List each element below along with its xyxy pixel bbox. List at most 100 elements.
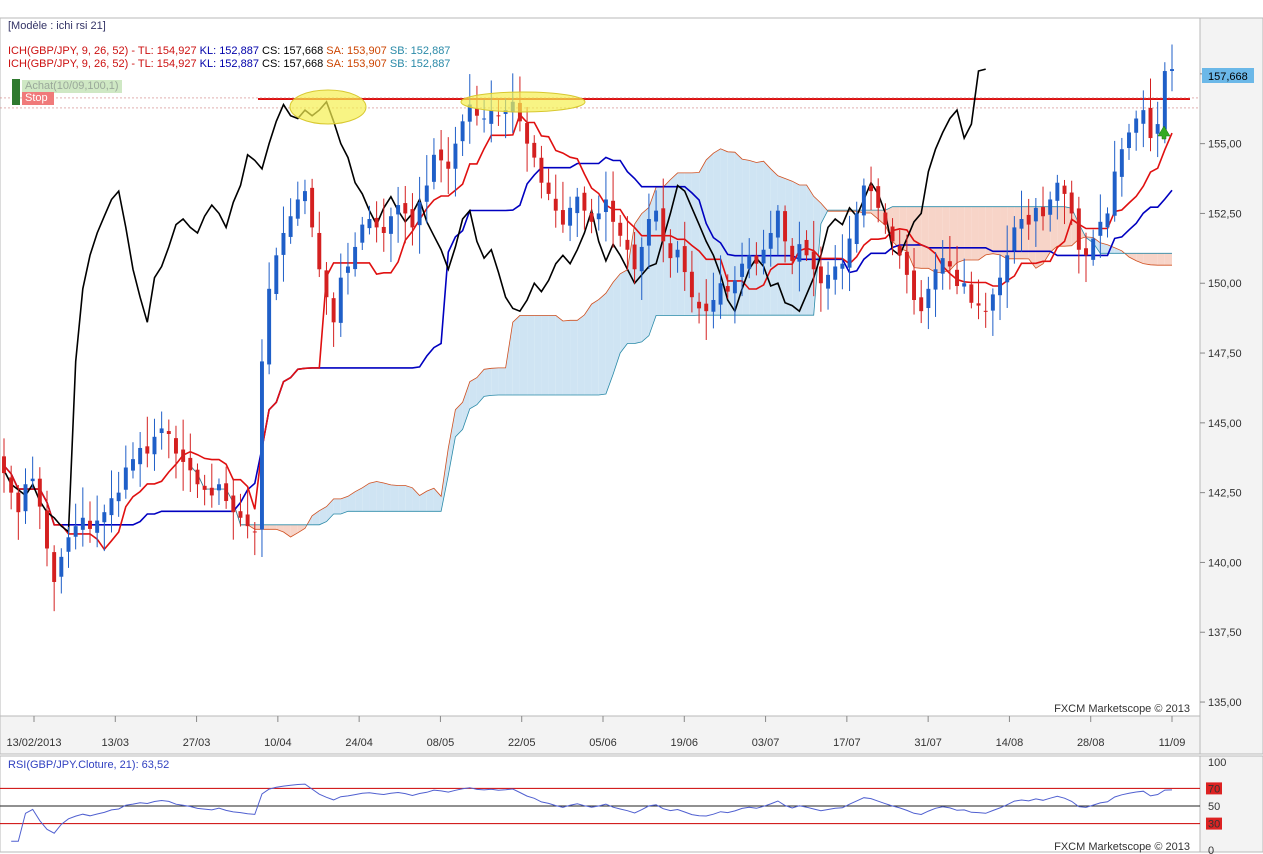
- candle-body: [718, 283, 723, 305]
- candle-body: [603, 199, 608, 213]
- y-axis-tick-label: 145,00: [1208, 418, 1242, 430]
- candle-body: [1019, 219, 1024, 229]
- candle-body: [632, 244, 637, 270]
- candle-body: [560, 210, 565, 225]
- kumo-segment: [942, 206, 950, 273]
- kumo-segment: [1050, 206, 1058, 253]
- tenkan-line: [3, 113, 1173, 551]
- candle-body: [324, 270, 329, 298]
- buy-signal-arrow-icon: [1157, 125, 1171, 140]
- candle-body: [37, 478, 42, 507]
- kumo-segment: [620, 269, 628, 354]
- candle-body: [474, 108, 479, 116]
- kumo-segment: [276, 524, 284, 532]
- y-axis-tick-label: 147,50: [1208, 348, 1242, 360]
- x-axis-tick-label: 13/02/2013: [6, 737, 61, 749]
- candle-body: [818, 266, 823, 284]
- kumo-segment: [648, 187, 657, 336]
- kumo-segment: [1129, 253, 1137, 261]
- candle-body: [453, 143, 458, 169]
- model-label: [Modèle : ichi rsi 21]: [8, 20, 106, 32]
- candle-body: [2, 456, 6, 474]
- kumo-segment: [756, 161, 764, 316]
- candle-body: [861, 185, 866, 216]
- x-axis-tick-label: 19/06: [671, 737, 699, 749]
- candle-body: [1105, 213, 1110, 228]
- candle-body: [281, 232, 286, 255]
- kumo-segment: [1143, 253, 1151, 265]
- candle-body: [596, 213, 601, 220]
- rsi-watermark: FXCM Marketscope © 2013: [1054, 841, 1190, 853]
- candle-body: [302, 191, 307, 202]
- candle-body: [252, 531, 257, 533]
- candle-body: [912, 270, 917, 300]
- x-axis-tick-label: 08/05: [427, 737, 455, 749]
- candle-body: [310, 187, 315, 228]
- kumo-segment: [971, 206, 979, 260]
- candle-body: [539, 157, 544, 183]
- kumo-segment: [742, 159, 750, 316]
- kumo-segment: [1057, 206, 1065, 247]
- rsi-level-tag: [1206, 782, 1222, 795]
- candle-body: [990, 294, 995, 311]
- candle-body: [216, 484, 221, 491]
- candle-body: [933, 269, 938, 290]
- kumo-segment: [1114, 247, 1122, 254]
- kumo-segment: [605, 282, 614, 395]
- candle-body: [883, 212, 888, 225]
- y-axis-tick-label: 137,50: [1208, 627, 1242, 639]
- kumo-segment: [333, 498, 341, 514]
- rsi-label: RSI(GBP/JPY.Cloture, 21): 63,52: [8, 759, 169, 771]
- candle-body: [983, 310, 988, 312]
- kumo-segment: [347, 491, 356, 512]
- kumo-segment: [548, 315, 556, 396]
- kumo-segment: [1035, 206, 1044, 269]
- kumo-segment: [928, 206, 936, 273]
- candle-body: [1127, 132, 1131, 148]
- kumo-segment: [706, 153, 714, 316]
- rsi-tick-label: 0: [1208, 845, 1214, 854]
- candle-body: [102, 512, 107, 523]
- buy-order-marker[interactable]: [12, 79, 20, 105]
- kumo-segment: [426, 488, 434, 512]
- candle-body: [682, 246, 687, 273]
- candle-body: [274, 255, 279, 294]
- indicator-separator: -: [131, 58, 135, 70]
- candle-body: [654, 210, 659, 222]
- candle-body: [73, 526, 78, 537]
- candle-body: [625, 239, 630, 250]
- last-price-tag: [1202, 68, 1254, 83]
- candle-body: [317, 232, 322, 270]
- x-axis-tick-label: 10/04: [264, 737, 292, 749]
- candle-body: [131, 459, 135, 471]
- candle-body: [16, 492, 21, 513]
- x-axis-strip: [0, 715, 1201, 755]
- buy-order-label[interactable]: Achat(10/09,100,1): [22, 80, 122, 93]
- kumo-segment: [1157, 253, 1165, 266]
- last-price-tag-label: 157,668: [1208, 71, 1248, 83]
- candle-body: [833, 266, 838, 280]
- rsi-tick-label: 30: [1208, 819, 1220, 831]
- kumo-segment: [369, 481, 377, 512]
- candle-body: [926, 288, 931, 309]
- candle-body: [295, 199, 300, 219]
- kumo-segment: [699, 159, 707, 316]
- indicator-name: ICH(GBP/JPY, 9, 26, 52): [8, 58, 129, 70]
- candle-body: [1084, 248, 1088, 256]
- rsi-pane-frame: [0, 755, 1201, 853]
- candle-body: [754, 255, 759, 264]
- kumo-segment: [455, 402, 463, 437]
- kumo-segment: [290, 524, 298, 538]
- candle-body: [797, 244, 802, 262]
- candle-body: [869, 185, 874, 192]
- kumo-segment: [405, 485, 413, 512]
- candle-body: [66, 537, 71, 552]
- x-axis-tick-label: 17/07: [833, 737, 861, 749]
- kumo-segment: [813, 196, 821, 316]
- stop-order-label[interactable]: Stop: [22, 92, 54, 105]
- candle-body: [138, 447, 143, 465]
- kumo-segment: [727, 151, 735, 316]
- kumo-segment: [462, 381, 470, 430]
- main-watermark: FXCM Marketscope © 2013: [1054, 703, 1190, 715]
